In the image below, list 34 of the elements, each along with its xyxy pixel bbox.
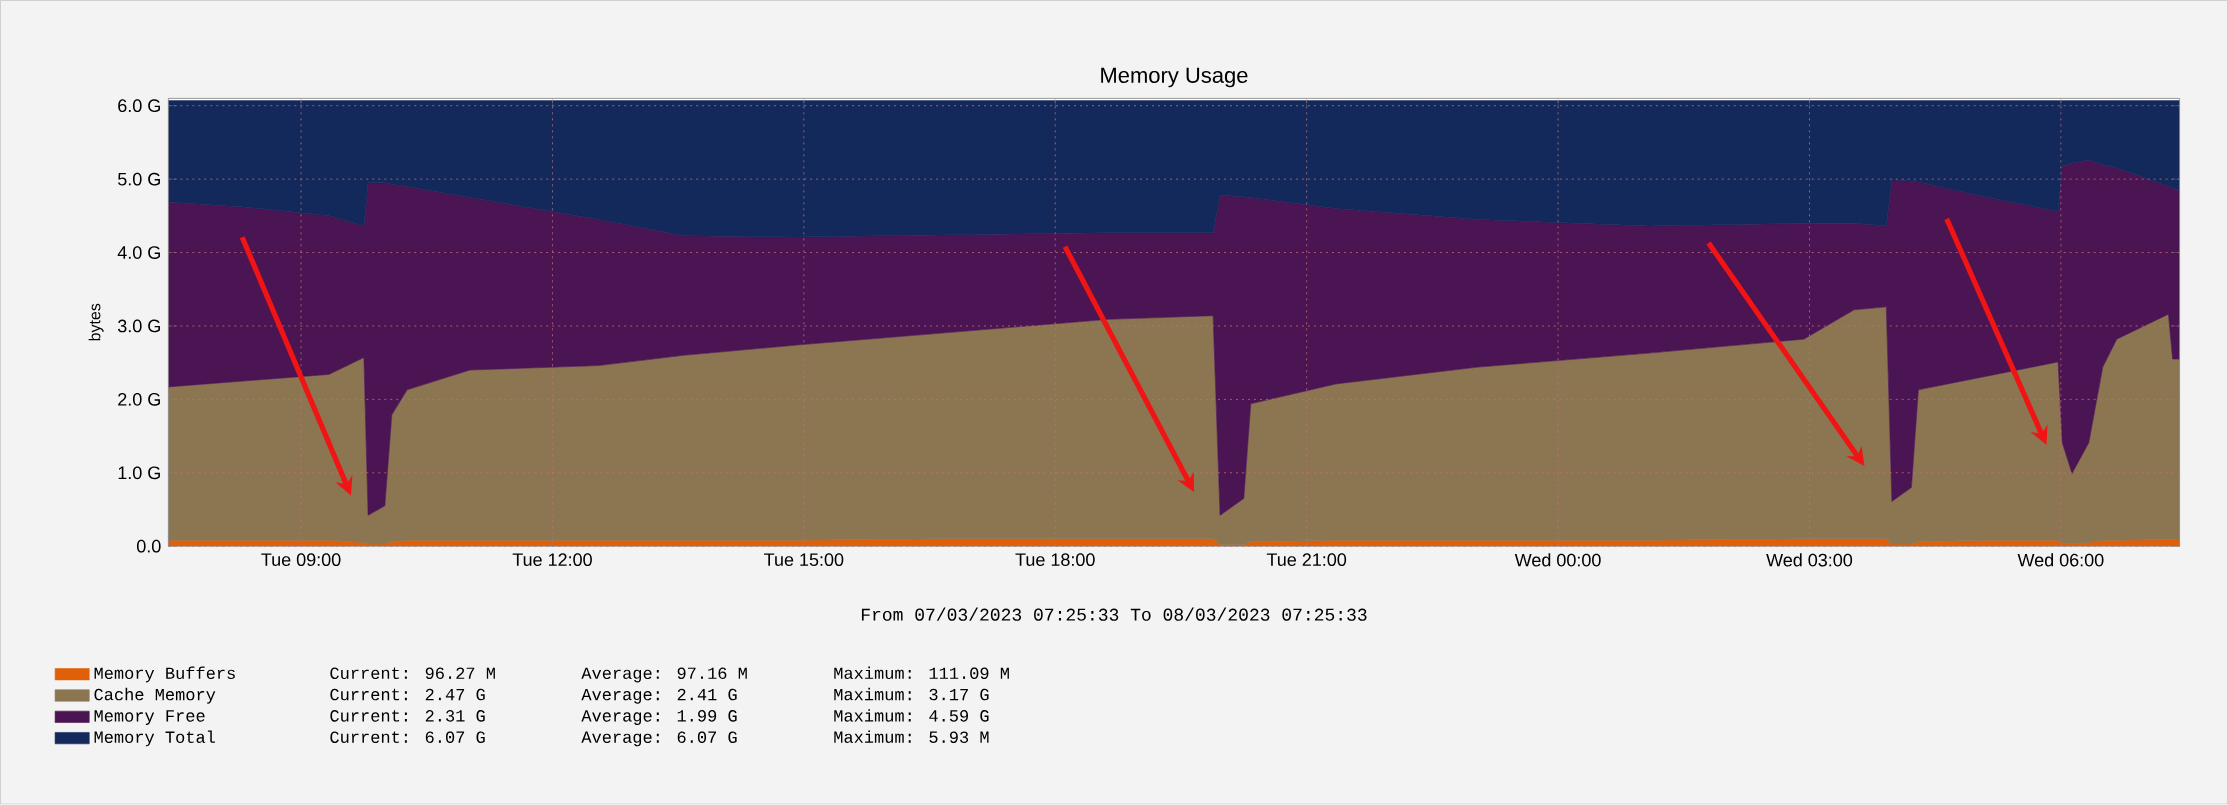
text: Average: 97.16 M: [581, 667, 747, 683]
text: Average: 1.99 G: [581, 710, 737, 726]
x-tick-label: Wed 00:00: [1514, 553, 1601, 567]
y-tick-label: 1.0 G: [118, 466, 160, 480]
y-tick-label: 0.0: [136, 540, 161, 553]
y-tick-label: 4.0 G: [117, 246, 160, 260]
y-tick-label: 6.0 G: [118, 99, 160, 113]
legend-label: Cache Memory: [94, 688, 216, 704]
text: Current: 6.07 G: [330, 731, 485, 744]
text: Maximum: 111.09 M: [834, 666, 1009, 680]
legend-label: Memory Free: [94, 710, 205, 726]
y-axis-title: bytes: [88, 303, 104, 341]
x-tick-label: Wed 03:00: [1766, 553, 1853, 567]
legend-label: Memory Buffers: [94, 666, 235, 683]
text: Maximum: 5.93 M: [834, 730, 989, 744]
text: Current: 96.27 M: [330, 667, 495, 680]
x-tick-label: Wed 06:00: [2017, 553, 2104, 567]
text: Current: 2.47 G: [330, 689, 485, 701]
chart-title: Memory Usage: [1101, 67, 1248, 88]
text: Average: 2.41 G: [581, 689, 737, 704]
text: Current: 2.31 G: [330, 710, 485, 722]
x-tick-label: Tue 12:00: [512, 553, 592, 567]
text: Maximum: 3.17 G: [834, 688, 989, 701]
text: Maximum: 4.59 G: [834, 709, 989, 722]
text: Average: 6.07 G: [581, 731, 737, 747]
x-tick-label: Tue 18:00: [1015, 553, 1095, 567]
y-tick-label: 3.0 G: [117, 319, 160, 333]
text: From 07/03/2023 07:25:33 To 08/03/2023 07:25:33: [861, 607, 1367, 622]
x-tick-label: Tue 15:00: [764, 553, 844, 567]
y-tick-label: 5.0 G: [118, 173, 160, 186]
legend-label: Memory Total: [94, 730, 215, 747]
x-tick-label: Tue 21:00: [1266, 553, 1347, 567]
y-tick-label: 2.0 G: [118, 393, 160, 406]
x-tick-label: Tue 09:00: [261, 553, 341, 567]
